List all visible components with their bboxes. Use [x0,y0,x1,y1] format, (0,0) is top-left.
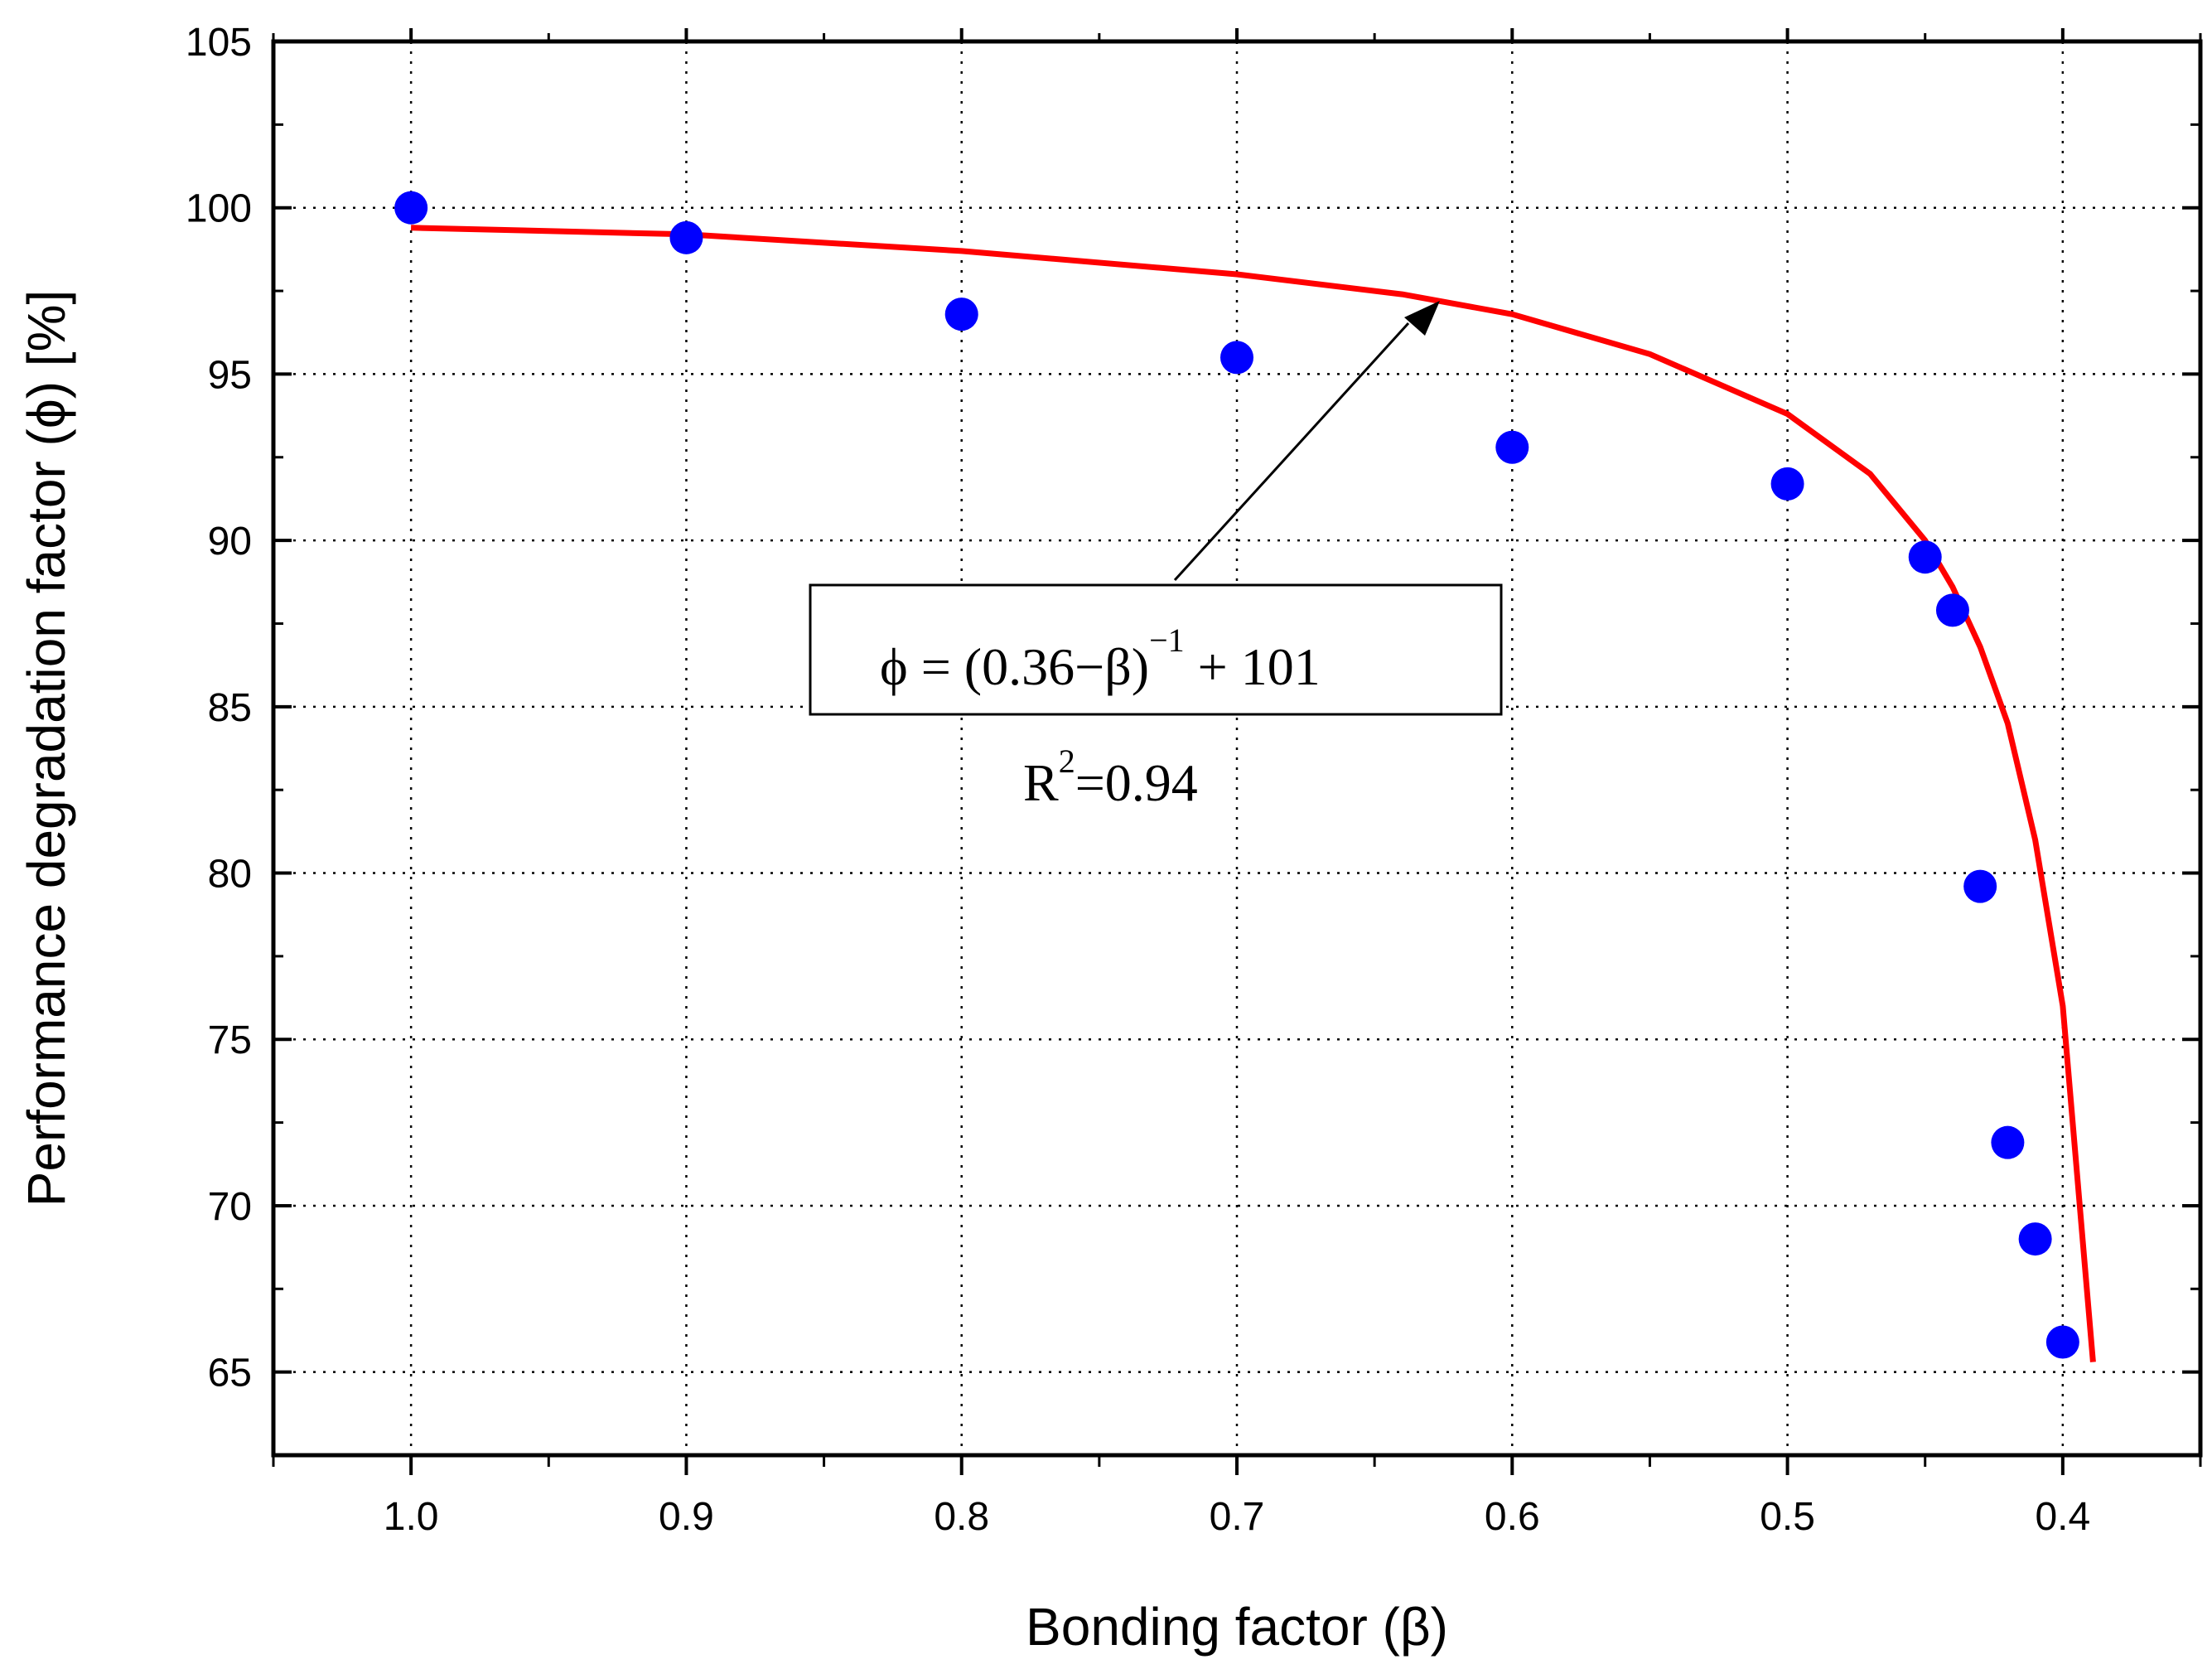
r2-left: R [1023,753,1059,812]
fit-curve [411,225,2096,1362]
y-tick-label: 105 [186,21,252,65]
x-tick-label: 0.9 [659,1495,714,1539]
data-point [1963,869,1997,903]
data-point [944,298,978,331]
data-point [1991,1125,2025,1159]
y-tick-label: 65 [208,1352,252,1396]
data-point [1495,430,1529,464]
data-point [394,191,428,225]
x-tick-label: 1.0 [384,1495,439,1539]
x-axis-title: Bonding factor (β) [1026,1597,1448,1657]
annotation-arrow-line [1173,322,1410,582]
y-tick-label: 70 [208,1185,252,1229]
data-point [1908,540,1942,574]
data-point [2018,1222,2052,1256]
y-tick-label: 75 [208,1018,252,1062]
data-point [1935,593,1969,627]
r2-right: =0.94 [1075,753,1198,812]
r-squared-text: R2=0.94 [1023,743,1198,812]
x-tick-label: 0.7 [1210,1495,1265,1539]
data-point [669,220,703,254]
y-tick-label: 85 [208,686,252,730]
fit-curve-group [411,225,2096,1362]
tick-labels: 65 70 75 80 85 90 95 100 105 1.0 0.9 0.8 0.7 0.6 0.5 0.… [186,21,2090,1539]
y-tick-label: 95 [208,353,252,397]
equation-right: + 101 [1185,637,1321,696]
r2-superscript: 2 [1059,743,1075,780]
y-tick-label: 80 [208,853,252,897]
data-point [2045,1325,2079,1359]
annotation-arrow-head [1404,301,1440,336]
x-tick-label: 0.6 [1485,1495,1540,1539]
equation-box [809,583,1503,716]
equation-left: ϕ = (0.36−β) [880,637,1149,696]
data-point [1770,467,1804,501]
equation-text: ϕ = (0.36−β)−1 + 101 [880,622,1321,696]
y-axis-title: Performance degradation factor (ϕ) [%] [17,290,76,1207]
axis-ticks [272,28,2202,1475]
grid [273,41,2200,1455]
x-tick-label: 0.5 [1760,1495,1815,1539]
x-tick-label: 0.8 [934,1495,989,1539]
y-tick-label: 90 [208,520,252,564]
equation-superscript: −1 [1149,622,1185,659]
data-points [394,191,2079,1359]
x-tick-label: 0.4 [2035,1495,2090,1539]
y-tick-label: 100 [186,187,252,231]
data-point [1220,341,1253,375]
